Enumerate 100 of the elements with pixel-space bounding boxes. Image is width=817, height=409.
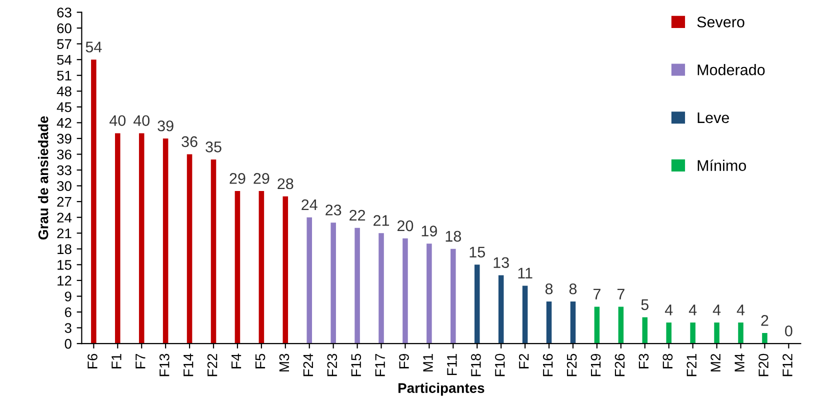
- y-tick-label: 24: [57, 212, 72, 222]
- y-tick-label: 33: [57, 165, 72, 176]
- y-tick-label: 9: [64, 292, 72, 302]
- data-label: 0: [785, 326, 792, 336]
- data-label: 20: [398, 220, 414, 232]
- y-tick-label: 0: [64, 338, 72, 349]
- bar: [186, 154, 192, 344]
- data-label: 11: [518, 268, 532, 278]
- y-tick-label: 45: [56, 102, 72, 112]
- data-label: 29: [230, 173, 246, 184]
- bar: [666, 322, 672, 344]
- x-tick-label: F22: [207, 354, 218, 376]
- data-label: 7: [617, 288, 624, 300]
- bar: [594, 306, 600, 344]
- x-tick-label: M3: [279, 354, 290, 372]
- data-label: 29: [254, 173, 270, 184]
- x-tick-label: F17: [375, 354, 385, 376]
- y-tick-label: 57: [57, 39, 72, 49]
- y-tick-label: 15: [58, 260, 72, 270]
- x-tick-label: M4: [734, 354, 744, 372]
- y-tick-label: 63: [57, 8, 72, 18]
- x-tick-label: F26: [614, 354, 625, 376]
- data-label: 8: [569, 283, 577, 294]
- bar: [690, 322, 696, 344]
- y-tick-label: 21: [57, 228, 72, 238]
- x-tick-label: F14: [184, 354, 194, 376]
- legend-label: Severo: [697, 16, 744, 28]
- data-label: 40: [110, 115, 126, 126]
- bar: [162, 138, 168, 344]
- bar: [762, 333, 768, 344]
- bar: [330, 222, 336, 344]
- data-label: 36: [182, 136, 198, 148]
- legend-label: Mínimo: [698, 160, 746, 171]
- data-label: 7: [593, 288, 600, 300]
- bar: [522, 286, 528, 344]
- data-label: 54: [86, 42, 102, 52]
- x-tick-label: F9: [399, 354, 409, 368]
- y-tick-label: 27: [57, 196, 72, 207]
- x-tick-label: F1: [112, 354, 122, 368]
- x-tick-label: F18: [471, 354, 481, 376]
- data-label: 23: [326, 204, 342, 216]
- x-tick-label: F2: [518, 354, 529, 368]
- data-label: 19: [422, 226, 437, 236]
- bar: [210, 160, 216, 344]
- bar: [642, 317, 648, 344]
- data-label: 21: [374, 215, 390, 226]
- bar: [234, 191, 240, 344]
- bar: [570, 301, 576, 344]
- data-label: 8: [545, 283, 553, 294]
- x-tick-label: F12: [782, 354, 792, 376]
- legend-label: Leve: [698, 112, 730, 124]
- x-tick-label: F19: [590, 354, 601, 376]
- x-tick-label: F23: [327, 354, 338, 376]
- data-label: 15: [470, 246, 485, 258]
- y-tick-label: 3: [64, 323, 72, 333]
- y-tick-label: 54: [57, 55, 72, 65]
- y-tick-label: 39: [57, 134, 72, 144]
- data-label: 4: [736, 304, 745, 316]
- data-label: 28: [278, 178, 294, 190]
- bar: [426, 244, 432, 344]
- x-tick-label: F7: [136, 354, 146, 368]
- x-tick-label: F25: [566, 354, 577, 376]
- x-tick-label: F15: [351, 354, 362, 376]
- data-label: 22: [350, 210, 366, 221]
- x-tick-label: F6: [88, 354, 98, 368]
- y-tick-label: 18: [58, 244, 72, 254]
- x-tick-label: F13: [159, 354, 170, 376]
- x-tick-label: F8: [662, 354, 673, 368]
- x-tick-label: F3: [638, 354, 649, 368]
- y-tick-label: 51: [57, 70, 72, 81]
- bar: [306, 217, 312, 344]
- x-tick-label: F24: [303, 354, 313, 376]
- data-label: 5: [641, 299, 648, 310]
- bar: [282, 196, 288, 344]
- data-label: 24: [302, 199, 318, 210]
- x-tick-label: F10: [494, 354, 505, 376]
- legend-label: Moderado: [698, 64, 765, 76]
- data-label: 40: [133, 115, 150, 126]
- bar: [138, 133, 144, 344]
- x-tick-label: F11: [447, 354, 457, 376]
- bar: [115, 133, 120, 344]
- data-label: 2: [761, 315, 768, 326]
- bar: [378, 233, 384, 344]
- bar: [618, 306, 624, 344]
- bar: [714, 322, 720, 344]
- bar: [402, 238, 408, 344]
- data-label: 18: [446, 230, 461, 242]
- y-tick-label: 60: [57, 23, 72, 34]
- x-tick-label: F20: [758, 354, 768, 376]
- bar: [354, 228, 360, 344]
- bar: [91, 60, 96, 344]
- x-axis-title: Participantes: [398, 382, 484, 396]
- data-label: 13: [494, 257, 509, 268]
- data-label: 4: [664, 304, 673, 316]
- y-tick-label: 36: [57, 150, 72, 160]
- bar: [450, 248, 456, 344]
- y-axis-title: Grau de ansiedade: [38, 116, 48, 240]
- bar: [258, 191, 264, 344]
- x-tick-label: F21: [686, 354, 696, 376]
- y-tick-label: 12: [58, 276, 72, 286]
